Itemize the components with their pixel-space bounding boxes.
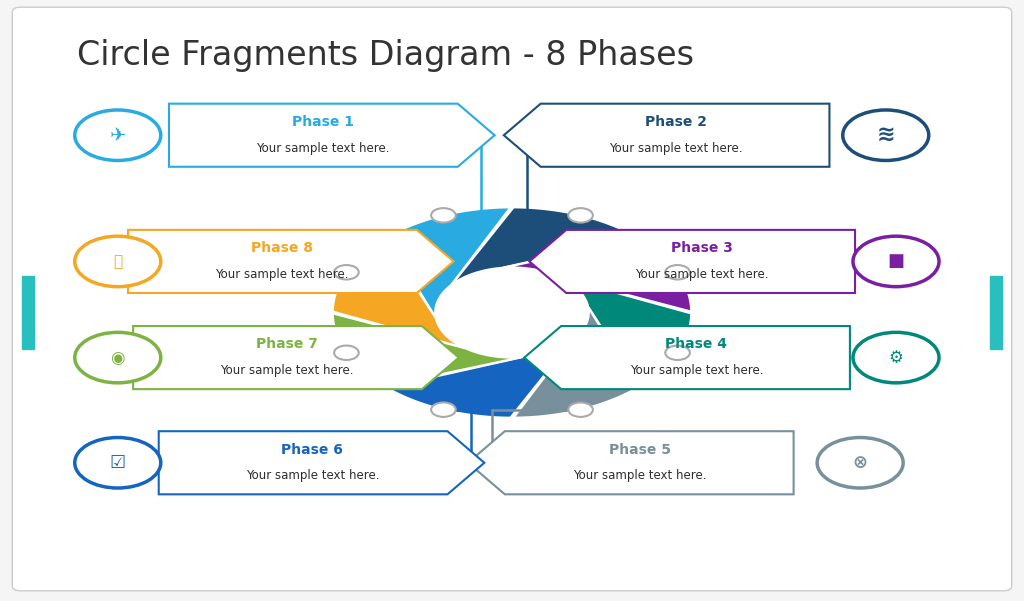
Text: ◉: ◉: [111, 349, 125, 367]
Text: Your sample text here.: Your sample text here.: [256, 142, 389, 155]
Text: ⚙: ⚙: [889, 349, 903, 367]
Text: ≋: ≋: [877, 125, 895, 145]
Polygon shape: [529, 230, 855, 293]
Polygon shape: [133, 326, 459, 389]
Circle shape: [75, 236, 161, 287]
Circle shape: [666, 265, 690, 279]
Text: 🔒: 🔒: [114, 254, 122, 269]
Circle shape: [431, 403, 456, 417]
Circle shape: [817, 438, 903, 488]
Circle shape: [666, 346, 690, 360]
Text: ⊗: ⊗: [853, 454, 867, 472]
FancyBboxPatch shape: [12, 7, 1012, 591]
Text: ■: ■: [888, 252, 904, 270]
Circle shape: [431, 208, 456, 222]
Polygon shape: [159, 432, 484, 494]
Circle shape: [568, 208, 593, 222]
Text: Your sample text here.: Your sample text here.: [630, 364, 763, 377]
Polygon shape: [514, 308, 638, 418]
Polygon shape: [504, 239, 691, 311]
Text: Phase 5: Phase 5: [609, 442, 671, 457]
Bar: [22, 276, 34, 349]
Circle shape: [843, 110, 929, 160]
Polygon shape: [524, 326, 850, 389]
Circle shape: [75, 110, 161, 160]
Polygon shape: [452, 207, 638, 284]
Text: ☑: ☑: [110, 454, 126, 472]
Text: Phase 6: Phase 6: [282, 442, 343, 457]
Polygon shape: [333, 239, 464, 348]
Text: Circle Fragments Diagram - 8 Phases: Circle Fragments Diagram - 8 Phases: [77, 39, 694, 72]
Polygon shape: [386, 207, 510, 317]
Text: Your sample text here.: Your sample text here.: [215, 268, 348, 281]
Text: Your sample text here.: Your sample text here.: [635, 268, 768, 281]
Bar: [990, 276, 1002, 349]
Polygon shape: [504, 103, 829, 166]
Text: Phase 7: Phase 7: [256, 337, 317, 352]
Polygon shape: [169, 103, 495, 166]
Circle shape: [75, 332, 161, 383]
Text: Your sample text here.: Your sample text here.: [220, 364, 353, 377]
Text: ✈: ✈: [110, 126, 126, 145]
Circle shape: [334, 265, 358, 279]
Text: Phase 8: Phase 8: [251, 241, 312, 255]
Text: Your sample text here.: Your sample text here.: [246, 469, 379, 483]
Text: Phase 4: Phase 4: [666, 337, 727, 352]
Circle shape: [568, 403, 593, 417]
Text: Your sample text here.: Your sample text here.: [573, 469, 707, 483]
Text: Phase 2: Phase 2: [645, 115, 707, 129]
Circle shape: [853, 236, 939, 287]
Polygon shape: [333, 314, 520, 386]
Text: Phase 3: Phase 3: [671, 241, 732, 255]
Circle shape: [334, 346, 358, 360]
Polygon shape: [468, 432, 794, 494]
Circle shape: [441, 271, 583, 354]
Circle shape: [853, 332, 939, 383]
Circle shape: [75, 438, 161, 488]
Polygon shape: [560, 277, 691, 386]
Text: Your sample text here.: Your sample text here.: [609, 142, 742, 155]
Text: Phase 1: Phase 1: [292, 115, 353, 129]
Polygon shape: [128, 230, 454, 293]
Polygon shape: [386, 341, 572, 418]
